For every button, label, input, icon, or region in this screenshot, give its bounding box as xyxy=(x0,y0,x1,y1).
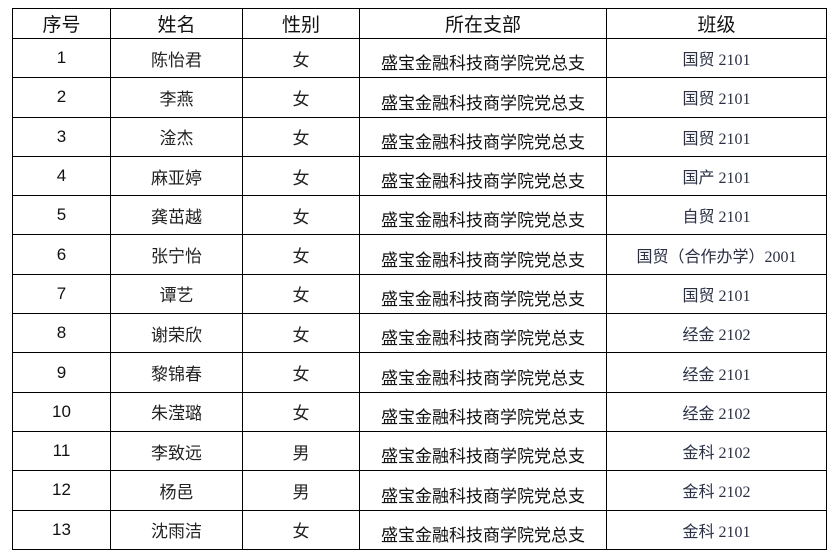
branch-cell: 盛宝金融科技商学院党总支 xyxy=(359,37,607,79)
index-cell: 10 xyxy=(12,391,111,432)
table-row: 4 麻亚婷女盛宝金融科技商学院党总支 国产 2101 xyxy=(12,155,827,197)
table-row: 2 李燕女盛宝金融科技商学院党总支 国贸 2101 xyxy=(12,77,827,118)
header-row: 序号 姓名 性别 所在支部 班级 xyxy=(12,8,827,39)
index-cell: 1 xyxy=(12,37,111,79)
gender-cell: 女 xyxy=(242,77,360,118)
branch-cell: 盛宝金融科技商学院党总支 xyxy=(359,116,607,157)
header-name: 姓名 xyxy=(110,8,243,39)
gender-cell: 女 xyxy=(242,37,360,79)
name-cell: 淦杰 xyxy=(110,116,243,157)
name-cell: 陈怡君 xyxy=(110,37,243,79)
gender-cell: 女 xyxy=(242,155,360,197)
table-row: 3 淦杰女盛宝金融科技商学院党总支 国贸 2101 xyxy=(12,116,827,157)
gender-cell: 女 xyxy=(242,234,360,275)
gender-cell: 女 xyxy=(242,509,360,550)
class-cell: 自贸 2101 xyxy=(606,195,827,236)
table-row: 11 李致远男盛宝金融科技商学院党总支 金科 2102 xyxy=(12,430,827,472)
branch-cell: 盛宝金融科技商学院党总支 xyxy=(359,234,607,275)
index-cell: 13 xyxy=(12,509,111,550)
class-cell: 经金 2102 xyxy=(606,313,827,354)
branch-cell: 盛宝金融科技商学院党总支 xyxy=(359,509,607,550)
table-row: 1 陈怡君女盛宝金融科技商学院党总支 国贸 2101 xyxy=(12,37,827,79)
gender-cell: 女 xyxy=(242,195,360,236)
table-row: 6 张宁怡女盛宝金融科技商学院党总支 国贸（合作办学）2001 xyxy=(12,234,827,275)
table-row: 9 黎锦春女盛宝金融科技商学院党总支 经金 2101 xyxy=(12,352,827,393)
table-row: 7 谭艺女盛宝金融科技商学院党总支 国贸 2101 xyxy=(12,273,827,315)
index-cell: 6 xyxy=(12,234,111,275)
class-cell: 国贸 2101 xyxy=(606,273,827,315)
index-cell: 4 xyxy=(12,155,111,197)
table-row: 10 朱滢璐女盛宝金融科技商学院党总支 经金 2102 xyxy=(12,391,827,432)
name-cell: 李致远 xyxy=(110,430,243,472)
name-cell: 杨邑 xyxy=(110,470,243,511)
table-row: 5 龚茁越女盛宝金融科技商学院党总支 自贸 2101 xyxy=(12,195,827,236)
index-cell: 5 xyxy=(12,195,111,236)
name-cell: 李燕 xyxy=(110,77,243,118)
header-branch: 所在支部 xyxy=(359,8,607,39)
name-cell: 黎锦春 xyxy=(110,352,243,393)
name-cell: 朱滢璐 xyxy=(110,391,243,432)
gender-cell: 男 xyxy=(242,430,360,472)
gender-cell: 男 xyxy=(242,470,360,511)
header-index: 序号 xyxy=(12,8,111,39)
index-cell: 3 xyxy=(12,116,111,157)
table-row: 8 谢荣欣女盛宝金融科技商学院党总支 经金 2102 xyxy=(12,313,827,354)
branch-cell: 盛宝金融科技商学院党总支 xyxy=(359,155,607,197)
branch-cell: 盛宝金融科技商学院党总支 xyxy=(359,273,607,315)
branch-cell: 盛宝金融科技商学院党总支 xyxy=(359,352,607,393)
member-table: 序号 姓名 性别 所在支部 班级 1 陈怡君女盛宝金融科技商学院党总支 国贸 2101 2 李燕… xyxy=(12,8,827,550)
name-cell: 谭艺 xyxy=(110,273,243,315)
index-cell: 7 xyxy=(12,273,111,315)
class-cell: 国贸（合作办学）2001 xyxy=(606,234,827,275)
index-cell: 9 xyxy=(12,352,111,393)
class-cell: 经金 2101 xyxy=(606,352,827,393)
name-cell: 沈雨洁 xyxy=(110,509,243,550)
header-gender: 性别 xyxy=(242,8,360,39)
class-cell: 国贸 2101 xyxy=(606,77,827,118)
name-cell: 谢荣欣 xyxy=(110,313,243,354)
branch-cell: 盛宝金融科技商学院党总支 xyxy=(359,77,607,118)
table-row: 13 沈雨洁女盛宝金融科技商学院党总支 金科 2101 xyxy=(12,509,827,550)
gender-cell: 女 xyxy=(242,391,360,432)
gender-cell: 女 xyxy=(242,273,360,315)
gender-cell: 女 xyxy=(242,313,360,354)
index-cell: 2 xyxy=(12,77,111,118)
gender-cell: 女 xyxy=(242,116,360,157)
class-cell: 金科 2101 xyxy=(606,509,827,550)
name-cell: 张宁怡 xyxy=(110,234,243,275)
index-cell: 8 xyxy=(12,313,111,354)
class-cell: 国产 2101 xyxy=(606,155,827,197)
index-cell: 11 xyxy=(12,430,111,472)
class-cell: 金科 2102 xyxy=(606,470,827,511)
branch-cell: 盛宝金融科技商学院党总支 xyxy=(359,470,607,511)
name-cell: 龚茁越 xyxy=(110,195,243,236)
class-cell: 金科 2102 xyxy=(606,430,827,472)
branch-cell: 盛宝金融科技商学院党总支 xyxy=(359,430,607,472)
class-cell: 国贸 2101 xyxy=(606,37,827,79)
branch-cell: 盛宝金融科技商学院党总支 xyxy=(359,391,607,432)
class-cell: 国贸 2101 xyxy=(606,116,827,157)
gender-cell: 女 xyxy=(242,352,360,393)
class-cell: 经金 2102 xyxy=(606,391,827,432)
branch-cell: 盛宝金融科技商学院党总支 xyxy=(359,313,607,354)
branch-cell: 盛宝金融科技商学院党总支 xyxy=(359,195,607,236)
table-row: 12 杨邑男盛宝金融科技商学院党总支 金科 2102 xyxy=(12,470,827,511)
header-class: 班级 xyxy=(606,8,827,39)
name-cell: 麻亚婷 xyxy=(110,155,243,197)
index-cell: 12 xyxy=(12,470,111,511)
